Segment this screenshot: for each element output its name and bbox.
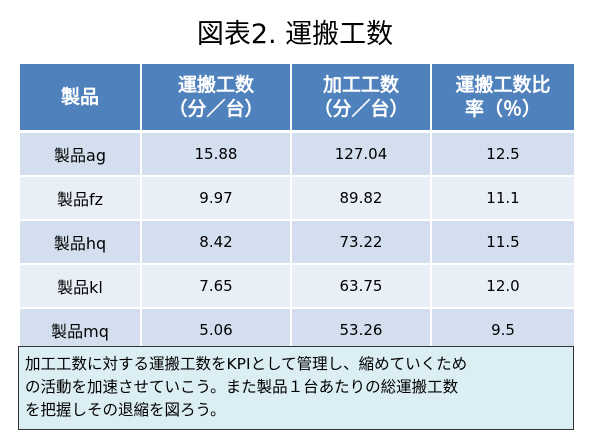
value-cell: 7.65 xyxy=(140,263,292,309)
header-text: 運搬工数比 xyxy=(455,74,551,96)
table-row: 製品fz 9.97 89.82 11.1 xyxy=(18,175,576,221)
header-cell: 加工工数 （分／台） xyxy=(290,62,432,133)
header-text: 製品 xyxy=(60,86,99,108)
header-text: （分／台） xyxy=(313,98,409,120)
header-cell: 製品 xyxy=(18,62,142,133)
product-cell: 製品ag xyxy=(18,130,142,177)
note-text: を把握しその退縮を図ろう。 xyxy=(25,401,226,419)
product-cell: 製品fz xyxy=(18,175,142,221)
value-cell: 11.1 xyxy=(430,175,576,221)
header-text: （分／台） xyxy=(168,98,264,120)
value-cell: 12.5 xyxy=(430,130,576,177)
note-text: 加工工数に対する運搬工数をKPIとして管理し、縮めていくため xyxy=(25,355,468,373)
value-cell: 8.42 xyxy=(140,219,292,265)
table-row: 製品ag 15.88 127.04 12.5 xyxy=(18,130,576,177)
value-cell: 63.75 xyxy=(290,263,432,309)
value-cell: 127.04 xyxy=(290,130,432,177)
table-row: 製品mq 5.06 53.26 9.5 xyxy=(18,307,576,353)
title: 図表2. 運搬工数 xyxy=(196,19,394,50)
value-cell: 89.82 xyxy=(290,175,432,221)
header-text: 加工工数 xyxy=(322,74,399,96)
note-box: 加工工数に対する運搬工数をKPIとして管理し、縮めていくため の活動を加速させてい… xyxy=(18,346,574,430)
value-cell: 73.22 xyxy=(290,219,432,265)
header-cell: 運搬工数比 率（％） xyxy=(430,62,576,133)
header-row: 製品 運搬工数 （分／台） 加工工数 （分／台） 運搬工数比 率（％） xyxy=(18,62,576,133)
header-cell: 運搬工数 （分／台） xyxy=(140,62,292,133)
header-text: 運搬工数 xyxy=(177,74,254,96)
note-text: の活動を加速させていこう。また製品１台あたりの総運搬工数 xyxy=(25,378,459,396)
product-cell: 製品kl xyxy=(18,263,142,309)
data-table: 製品 運搬工数 （分／台） 加工工数 （分／台） 運搬工数比 率（％） 製品ag 15.88 1… xyxy=(18,62,576,353)
value-cell: 9.97 xyxy=(140,175,292,221)
table-row: 製品hq 8.42 73.22 11.5 xyxy=(18,219,576,265)
header-text: 率（％） xyxy=(464,98,541,120)
value-cell: 15.88 xyxy=(140,130,292,177)
value-cell: 12.0 xyxy=(430,263,576,309)
product-cell: 製品mq xyxy=(18,307,142,353)
table-row: 製品kl 7.65 63.75 12.0 xyxy=(18,263,576,309)
value-cell: 11.5 xyxy=(430,219,576,265)
product-cell: 製品hq xyxy=(18,219,142,265)
table-body: 製品ag 15.88 127.04 12.5 製品fz 9.97 89.82 11.1 製品hq… xyxy=(18,130,576,353)
value-cell: 9.5 xyxy=(430,307,576,353)
